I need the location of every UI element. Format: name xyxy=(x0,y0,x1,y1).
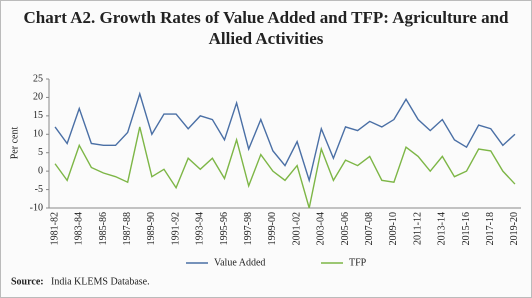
x-tick-label: 1995-96 xyxy=(219,212,230,245)
legend-label: TFP xyxy=(349,257,367,268)
x-tick-label: 2001-02 xyxy=(291,212,302,245)
x-tick-label: 1981-82 xyxy=(49,212,60,245)
y-axis-label: Per cent xyxy=(9,127,20,160)
y-tick-label: -10 xyxy=(30,202,43,213)
legend-label: Value Added xyxy=(214,257,265,268)
x-tick-label: 1991-92 xyxy=(170,212,181,245)
x-tick-label: 1997-98 xyxy=(243,212,254,245)
x-tick-label: 2019-20 xyxy=(509,212,520,245)
y-tick-label: 5 xyxy=(38,147,43,158)
x-tick-label: 2003-04 xyxy=(316,212,327,245)
y-tick-label: 10 xyxy=(33,129,43,140)
y-tick-label: -5 xyxy=(35,184,43,195)
source: India KLEMS Database. xyxy=(51,276,150,287)
y-tick-label: 15 xyxy=(33,110,43,121)
x-tick-label: 1989-90 xyxy=(146,212,157,245)
x-tick-label: 2015-16 xyxy=(461,212,472,245)
y-tick-label: 20 xyxy=(33,92,43,103)
x-tick-label: 1987-88 xyxy=(122,212,133,245)
x-tick-label: 2005-06 xyxy=(340,212,351,245)
x-tick-label: 2007-08 xyxy=(364,212,375,245)
x-tick-label: 1993-94 xyxy=(195,212,206,245)
x-tick-label: 2011-12 xyxy=(412,212,423,245)
y-tick-label: 0 xyxy=(38,165,43,176)
x-tick-label: 2013-14 xyxy=(437,212,448,245)
source-label: Source: xyxy=(11,276,44,287)
x-tick-label: 2009-10 xyxy=(388,212,399,245)
x-tick-label: 2017-18 xyxy=(485,212,496,245)
y-tick-label: 25 xyxy=(33,73,43,84)
series-line xyxy=(54,91,516,184)
x-tick-label: 1985-86 xyxy=(98,212,109,245)
x-tick-label: 1983-84 xyxy=(74,212,85,245)
x-tick-label: 1999-00 xyxy=(267,212,278,245)
chart-title: Chart A2. Growth Rates of Value Added an… xyxy=(23,8,509,48)
series-line xyxy=(54,126,516,209)
